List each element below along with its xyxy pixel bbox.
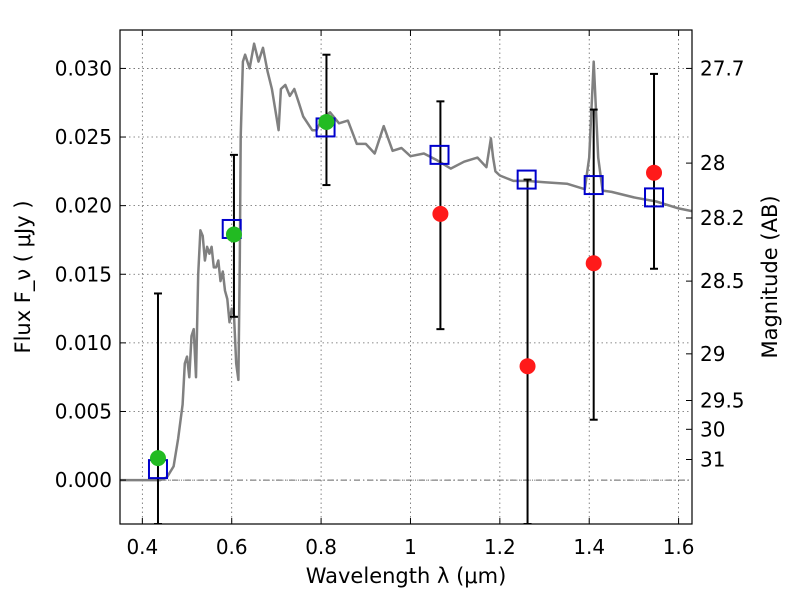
right-tick-label: 28.2: [700, 206, 745, 230]
x-tick-label: 1.4: [573, 535, 605, 559]
model-band-flux-square: [516, 169, 537, 190]
model-band-flux-square: [429, 144, 450, 165]
right-tick-label: 31: [700, 448, 725, 472]
right-tick-label: 30: [700, 417, 725, 441]
observed-flux-point: [225, 226, 242, 243]
axis-layer: 0.4 0.6 0.8 1 1.2 1.4 1.6 0.000 0.005 0.010 0.015 0…: [55, 30, 745, 559]
right-tick-label: 28.5: [700, 269, 745, 293]
x-tick-label: 0.4: [126, 535, 158, 559]
x-tick-label: 1.6: [663, 535, 695, 559]
right-tick-label: 29.5: [700, 389, 745, 413]
observed-flux-point: [519, 358, 536, 375]
x-tick-label: 1.2: [484, 535, 516, 559]
observed-flux-point: [646, 164, 663, 181]
y-axis-title: Flux F_ν ( μJy ): [11, 200, 36, 353]
y-tick-label: 0.005: [55, 399, 112, 423]
x-tick-label: 0.8: [305, 535, 337, 559]
grid-layer: [120, 30, 692, 524]
right-tick-label: 28: [700, 151, 725, 175]
y-tick-label: 0.025: [55, 125, 112, 149]
plot-frame: [119, 29, 693, 525]
observed-flux-point: [432, 205, 449, 222]
x-axis-title: Wavelength λ (μm): [306, 564, 507, 588]
y-tick-label: 0.030: [55, 56, 112, 80]
y-tick-label: 0.010: [55, 331, 112, 355]
observed-flux-point: [318, 113, 335, 130]
y-tick-label: 0.015: [55, 262, 112, 286]
model-band-flux-square: [583, 175, 604, 196]
y-tick-label: 0.000: [55, 468, 112, 492]
right-axis-title: Magnitude (AB): [758, 195, 782, 358]
y-tick-label: 0.020: [55, 194, 112, 218]
right-tick-label: 27.7: [700, 56, 745, 80]
x-tick-label: 1: [404, 535, 417, 559]
model-band-flux-square: [644, 187, 665, 208]
observed-flux-point: [149, 450, 166, 467]
observed-flux-point: [585, 255, 602, 272]
x-tick-label: 0.6: [216, 535, 248, 559]
data-layer: [120, 42, 692, 524]
right-tick-label: 29: [700, 342, 725, 366]
model-spectrum-line: [120, 42, 692, 482]
